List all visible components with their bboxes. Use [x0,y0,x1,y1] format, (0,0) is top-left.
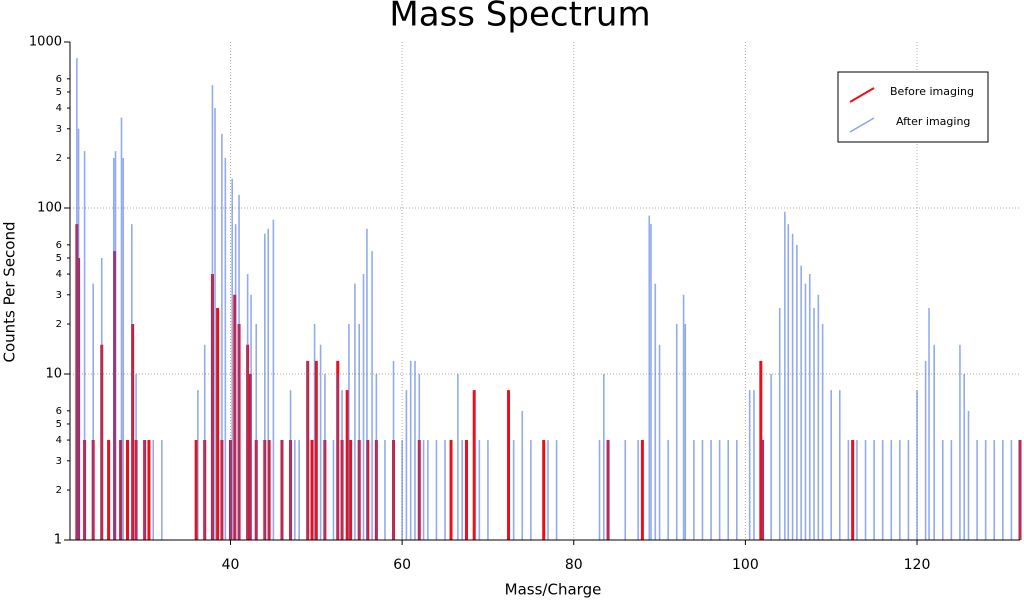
legend-box [837,71,989,143]
legend-label: After imaging [896,115,970,128]
y-tick-label: 2 [56,153,62,164]
x-tick-label: 120 [904,557,931,573]
y-tick-label: 100 [37,201,62,216]
y-tick-label: 4 [56,103,62,114]
y-tick-label: 3 [56,456,62,467]
y-tick-label: 5 [56,419,62,430]
legend-label: Before imaging [890,85,974,98]
y-tick-label: 5 [56,253,62,264]
y-tick-label: 1000 [29,35,62,50]
legend-swatch [849,87,875,103]
x-axis-label: Mass/Charge [505,581,602,599]
y-tick-label: 3 [56,290,62,301]
y-tick-label: 10 [45,367,62,382]
y-tick-label: 4 [56,435,62,446]
x-tick-label: 40 [222,557,240,573]
y-tick-label: 1 [54,533,62,548]
x-tick-label: 60 [393,557,411,573]
y-tick-label: 6 [56,74,62,85]
x-tick-label: 100 [732,557,759,573]
y-tick-label: 6 [56,406,62,417]
chart-title: Mass Spectrum [389,0,650,35]
y-tick-label: 4 [56,269,62,280]
x-tick-label: 80 [565,557,583,573]
legend-swatch [849,117,875,133]
y-tick-label: 2 [56,319,62,330]
y-tick-label: 3 [56,124,62,135]
y-tick-label: 5 [56,87,62,98]
y-tick-label: 2 [56,485,62,496]
y-axis-label: Counts Per Second [1,221,19,362]
y-tick-label: 6 [56,240,62,251]
